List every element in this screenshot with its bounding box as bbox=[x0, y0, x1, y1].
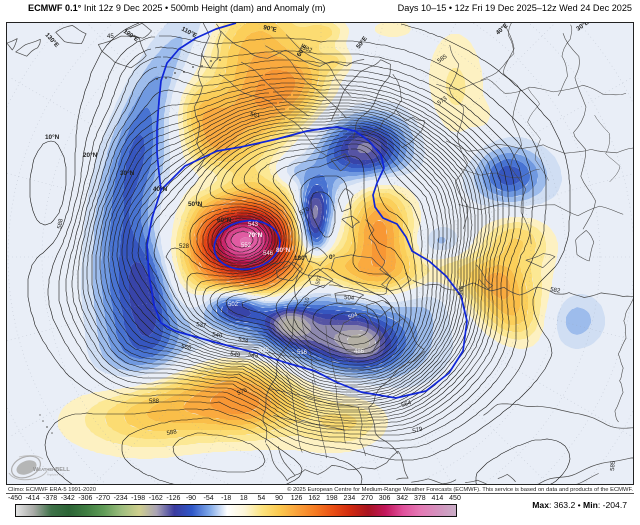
svg-text:540: 540 bbox=[212, 332, 224, 340]
svg-text:570: 570 bbox=[299, 206, 311, 217]
svg-text:564: 564 bbox=[401, 400, 413, 409]
svg-text:45: 45 bbox=[107, 34, 114, 40]
svg-text:585: 585 bbox=[437, 54, 449, 65]
svg-text:582: 582 bbox=[550, 287, 562, 295]
svg-text:585: 585 bbox=[610, 460, 617, 471]
svg-text:50°N: 50°N bbox=[188, 200, 203, 208]
svg-text:552: 552 bbox=[241, 243, 252, 249]
svg-text:579: 579 bbox=[412, 426, 424, 435]
svg-text:546: 546 bbox=[458, 285, 466, 297]
svg-text:Analytics LLC: Analytics LLC bbox=[47, 473, 64, 477]
svg-text:10°N: 10°N bbox=[45, 133, 60, 141]
svg-text:546: 546 bbox=[263, 251, 274, 257]
svg-text:80°N: 80°N bbox=[276, 246, 291, 254]
svg-text:20°N: 20°N bbox=[83, 151, 98, 159]
svg-text:582: 582 bbox=[301, 45, 313, 54]
svg-text:WEATHERBELL: WEATHERBELL bbox=[33, 467, 70, 473]
svg-text:528: 528 bbox=[179, 244, 190, 250]
svg-text:0°: 0° bbox=[329, 253, 336, 261]
svg-text:576: 576 bbox=[237, 387, 249, 397]
svg-text:510: 510 bbox=[303, 297, 311, 308]
svg-text:588: 588 bbox=[166, 429, 178, 437]
svg-text:516: 516 bbox=[297, 350, 308, 356]
svg-text:90°E: 90°E bbox=[263, 24, 278, 34]
svg-text:543: 543 bbox=[248, 352, 260, 360]
svg-text:40°N: 40°N bbox=[153, 185, 168, 193]
svg-text:507: 507 bbox=[315, 275, 323, 286]
svg-text:70°N: 70°N bbox=[248, 231, 263, 239]
svg-text:573: 573 bbox=[437, 96, 449, 107]
svg-text:180°: 180° bbox=[294, 254, 308, 262]
svg-text:486: 486 bbox=[354, 349, 365, 355]
svg-text:534: 534 bbox=[238, 337, 250, 345]
svg-text:561: 561 bbox=[250, 112, 261, 119]
svg-text:537: 537 bbox=[196, 322, 207, 329]
svg-text:543: 543 bbox=[248, 222, 259, 228]
svg-text:60°N: 60°N bbox=[217, 216, 232, 224]
svg-text:504: 504 bbox=[348, 312, 359, 321]
svg-text:555: 555 bbox=[181, 344, 193, 352]
svg-text:588: 588 bbox=[57, 218, 65, 230]
svg-text:549: 549 bbox=[230, 351, 242, 359]
svg-text:502: 502 bbox=[228, 302, 239, 308]
svg-text:30°N: 30°N bbox=[120, 169, 135, 177]
svg-text:588: 588 bbox=[149, 399, 160, 405]
svg-text:525: 525 bbox=[259, 348, 270, 354]
svg-text:504: 504 bbox=[344, 295, 355, 302]
